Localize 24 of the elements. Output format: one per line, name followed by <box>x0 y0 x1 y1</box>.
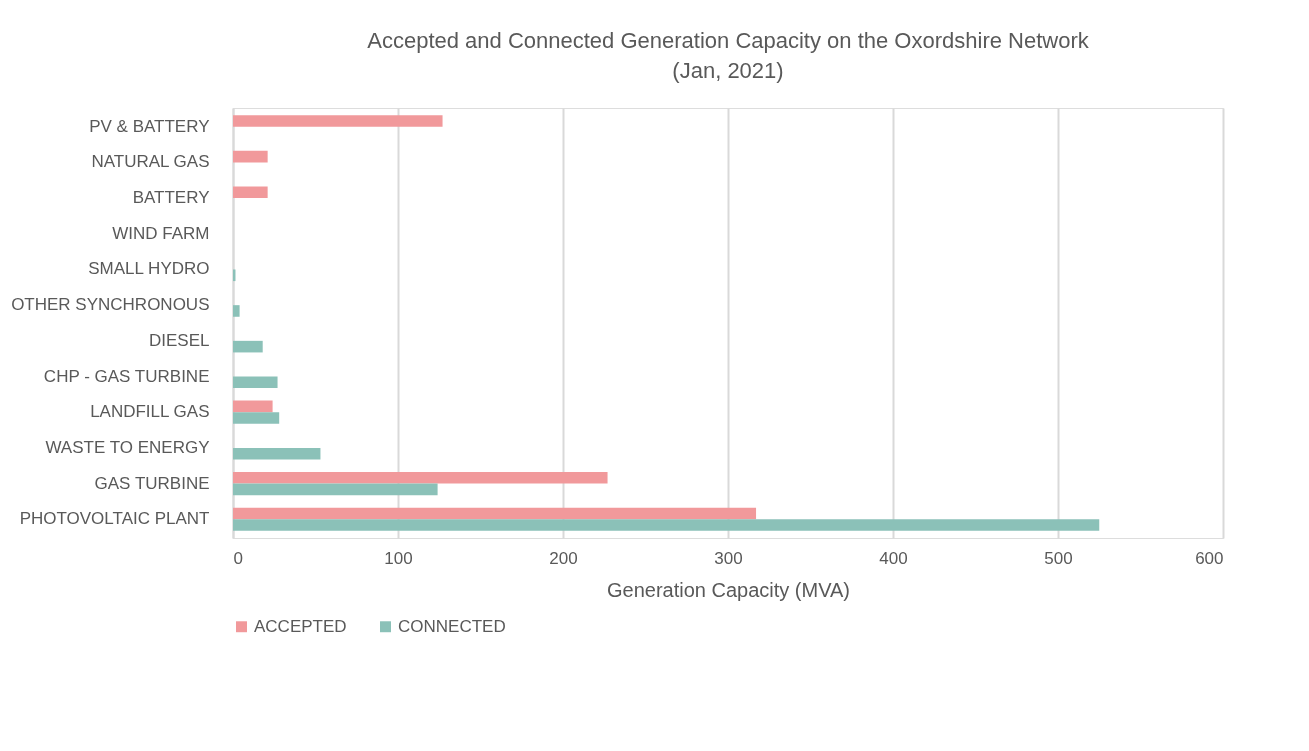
x-tick-label: 100 <box>384 548 413 568</box>
x-tick-label: 600 <box>1195 548 1224 568</box>
y-tick-label: SMALL HYDRO <box>88 259 210 279</box>
y-tick-label: GAS TURBINE <box>94 473 210 493</box>
x-tick-label: 400 <box>879 548 908 568</box>
y-tick-label: NATURAL GAS <box>91 152 210 172</box>
x-axis-title: Generation Capacity (MVA) <box>606 578 851 601</box>
y-tick-label: CHP - GAS TURBINE <box>43 366 210 386</box>
y-tick-label: OTHER SYNCHRONOUS <box>11 295 210 315</box>
x-tick-label: 200 <box>549 548 578 568</box>
legend-label: ACCEPTED <box>254 616 347 636</box>
y-tick-label: WASTE TO ENERGY <box>45 437 210 457</box>
x-tick-label: 0 <box>233 548 243 568</box>
y-tick-label: BATTERY <box>132 188 210 208</box>
chart-title: Accepted and Connected Generation Capacity on the Oxordshire Network <box>367 28 1090 53</box>
y-tick-label: DIESEL <box>149 330 210 350</box>
y-tick-label: PHOTOVOLTAIC PLANT <box>19 509 210 529</box>
chart-subtitle: (Jan, 2021) <box>672 58 784 83</box>
legend-label: CONNECTED <box>398 616 506 636</box>
x-tick-label: 500 <box>1044 548 1073 568</box>
y-tick-label: PV & BATTERY <box>89 116 210 136</box>
x-tick-label: 300 <box>714 548 743 568</box>
y-tick-label: LANDFILL GAS <box>90 402 210 422</box>
y-tick-label: WIND FARM <box>112 223 210 243</box>
